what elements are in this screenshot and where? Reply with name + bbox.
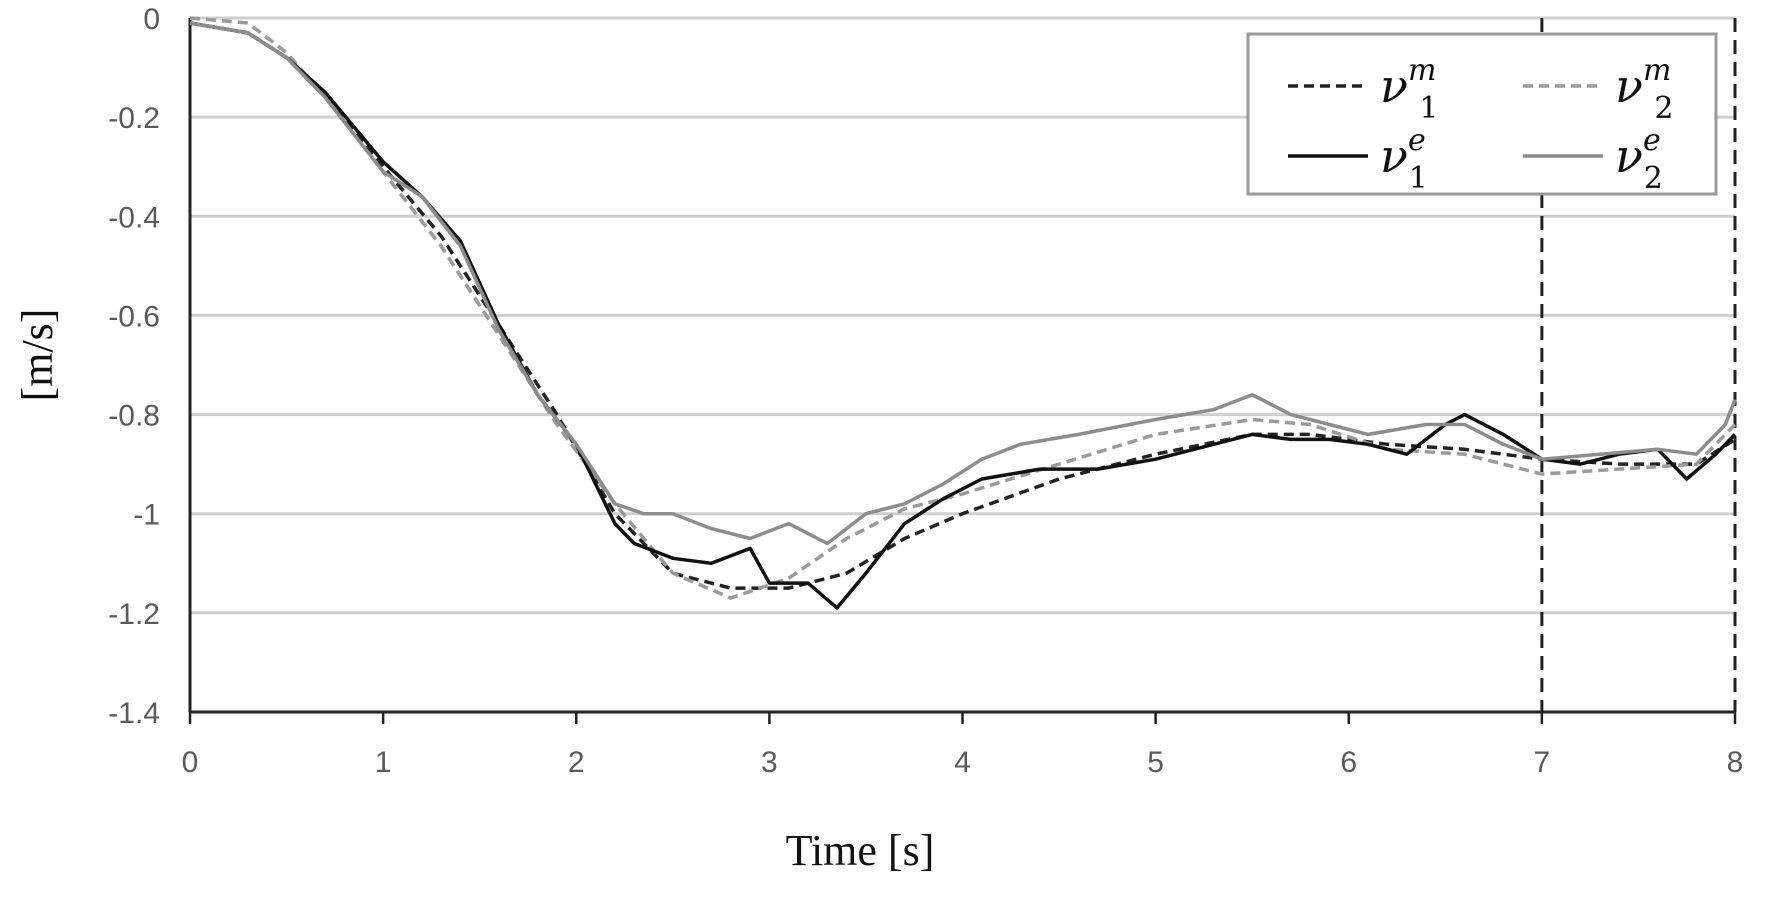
x-tick-label-0: 0: [182, 746, 199, 779]
x-tick-label-4: 4: [954, 746, 971, 779]
x-tick-label-8: 8: [1727, 746, 1744, 779]
legend-label-ν1e: νe 1: [1380, 123, 1428, 196]
legend-label-ν1m: νm 1: [1380, 53, 1439, 126]
legend-label-ν2e: νe 2: [1615, 123, 1663, 196]
x-axis-label: Time [s]: [786, 826, 935, 875]
x-tick-label-2: 2: [568, 746, 585, 779]
y-tick-label-0: 0: [143, 3, 160, 36]
legend: νm 1 νm 2 νe 1 νe 2: [1246, 32, 1718, 196]
legend-box: [1246, 32, 1718, 196]
y-tick-label-3: -0.6: [108, 300, 160, 333]
y-tick-label-2: -0.4: [108, 201, 160, 234]
y-axis-label: [m/s]: [13, 309, 62, 402]
x-tick-label-7: 7: [1534, 746, 1551, 779]
data-series: [189, 16, 1737, 610]
y-tick-label-1: -0.2: [108, 102, 160, 135]
y-tick-labels: 0 -0.2 -0.4 -0.6 -0.8 -1 -1.2 -1.4: [108, 3, 160, 730]
series-line-ν1m: [189, 21, 1736, 590]
legend-label-ν2m: νm 2: [1615, 53, 1674, 126]
series-line-ν1e: [189, 21, 1737, 610]
y-tick-label-4: -0.8: [108, 400, 160, 433]
x-tick-label-3: 3: [761, 746, 778, 779]
x-tick-labels: 0 1 2 3 4 5 6 7 8: [182, 746, 1744, 779]
x-tick-label-5: 5: [1147, 746, 1164, 779]
x-tick-label-6: 6: [1340, 746, 1357, 779]
axes: [188, 18, 1737, 724]
series-line-ν2e: [189, 21, 1737, 546]
y-tick-label-6: -1.2: [108, 598, 160, 631]
y-tick-label-7: -1.4: [108, 697, 160, 730]
y-tick-label-5: -1: [133, 499, 160, 532]
x-tick-label-1: 1: [375, 746, 392, 779]
